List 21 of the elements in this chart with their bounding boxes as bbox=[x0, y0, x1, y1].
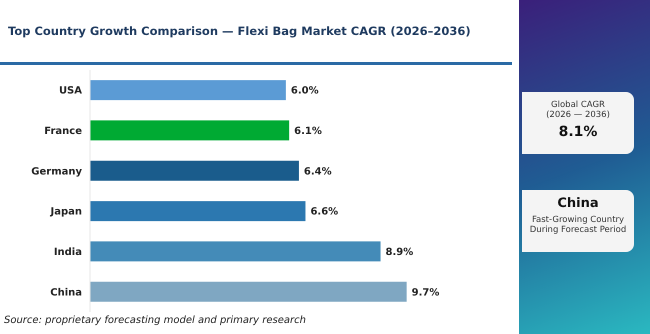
data-label: 6.4% bbox=[304, 166, 332, 178]
bar bbox=[90, 120, 290, 140]
data-label: 6.1% bbox=[294, 126, 322, 137]
source-note: Source: proprietary forecasting model and primary research bbox=[4, 315, 306, 326]
chart-title: Top Country Growth Comparison — Flexi Bag Market CAGR (2026–2036) bbox=[8, 24, 471, 38]
bar bbox=[90, 160, 299, 181]
y-tick-label: Japan bbox=[50, 206, 82, 218]
y-tick-label: France bbox=[44, 126, 82, 138]
y-tick-label: India bbox=[54, 247, 82, 258]
y-tick-label: Germany bbox=[31, 166, 82, 178]
data-label: 8.9% bbox=[386, 246, 414, 258]
data-label: 6.6% bbox=[310, 206, 338, 218]
data-label: 9.7% bbox=[412, 287, 440, 298]
y-tick-label: USA bbox=[58, 86, 82, 97]
side-panel: Global CAGR (2026 — 2036) 8.1% China Fast-Growing Country During Forecast Period bbox=[519, 0, 650, 334]
bar bbox=[90, 201, 306, 222]
y-tick-label: China bbox=[50, 287, 82, 298]
bar bbox=[90, 282, 407, 302]
data-label: 6.0% bbox=[290, 86, 319, 97]
bar bbox=[90, 80, 286, 100]
bar bbox=[90, 241, 381, 262]
